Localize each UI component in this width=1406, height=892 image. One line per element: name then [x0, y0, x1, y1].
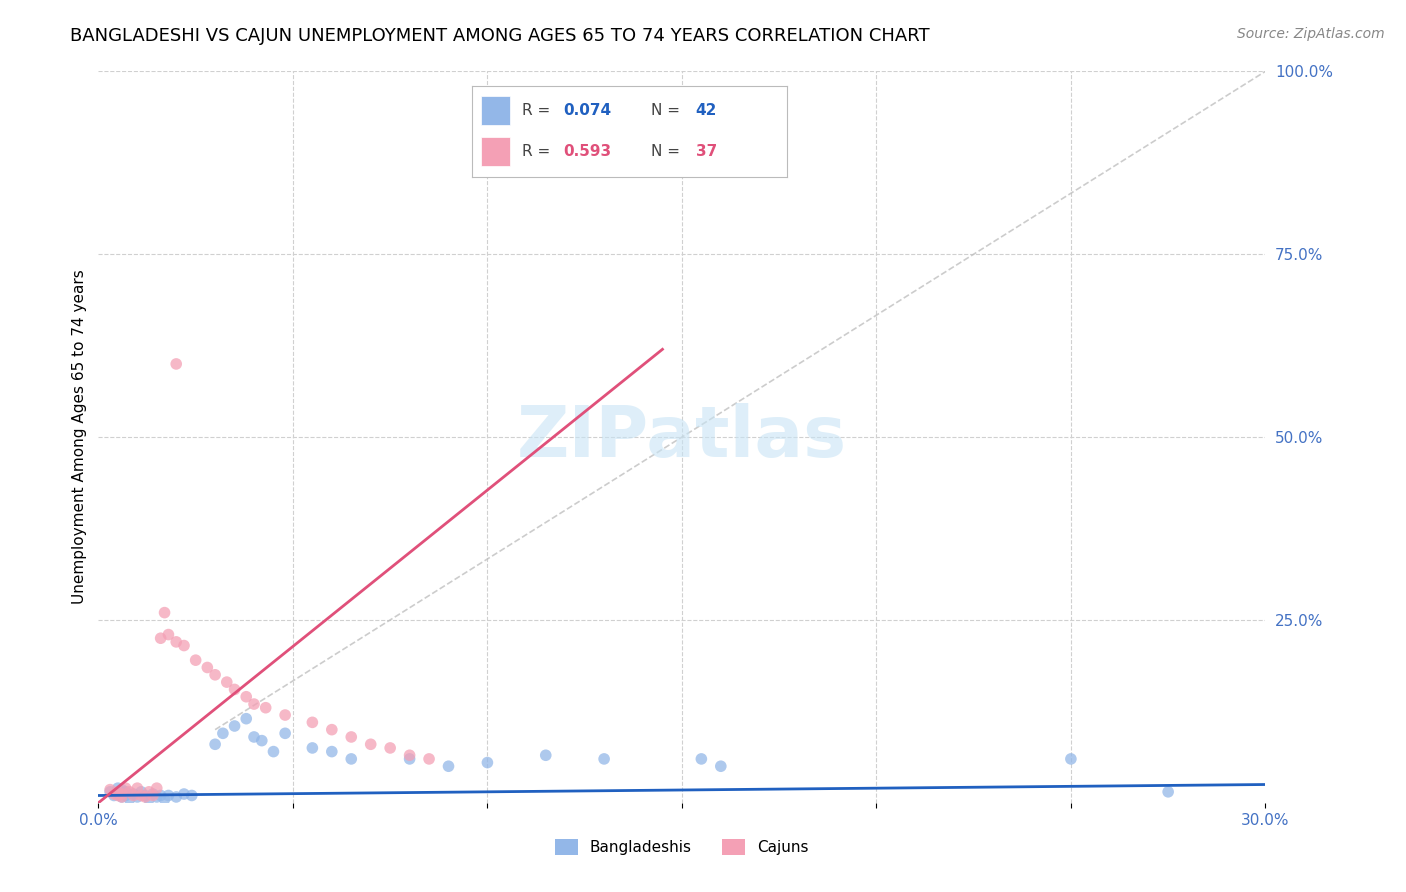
Point: [360, 737, 382, 751]
Point: [134, 789, 156, 803]
Point: [122, 789, 145, 803]
Point: [321, 723, 343, 737]
Point: [398, 752, 420, 766]
Point: [122, 787, 145, 801]
Point: [114, 789, 136, 803]
Point: [301, 740, 323, 755]
Point: [204, 667, 226, 681]
Point: [321, 745, 343, 759]
Point: [103, 787, 125, 801]
Point: [437, 759, 460, 773]
Point: [235, 712, 257, 726]
Point: [398, 748, 420, 763]
Point: [1060, 752, 1083, 766]
Point: [157, 789, 180, 803]
Point: [710, 759, 733, 773]
Text: Source: ZipAtlas.com: Source: ZipAtlas.com: [1237, 27, 1385, 41]
Point: [173, 787, 195, 801]
Point: [103, 789, 125, 803]
Point: [224, 682, 246, 697]
Point: [378, 740, 402, 755]
Point: [142, 787, 165, 801]
Point: [340, 752, 363, 766]
Point: [111, 787, 134, 801]
Point: [114, 785, 136, 799]
Point: [118, 792, 141, 806]
Point: [98, 782, 121, 797]
Point: [165, 789, 187, 804]
Point: [153, 792, 176, 806]
Point: [593, 752, 616, 766]
Point: [98, 785, 121, 799]
Point: [165, 357, 187, 371]
Point: [690, 752, 713, 766]
Point: [477, 756, 499, 770]
Point: [107, 785, 129, 799]
Point: [142, 789, 165, 803]
Point: [138, 792, 160, 806]
Point: [235, 690, 257, 704]
Point: [250, 733, 273, 747]
Point: [212, 726, 235, 740]
Point: [165, 635, 187, 649]
Point: [129, 785, 152, 799]
Point: [243, 730, 266, 744]
Point: [149, 632, 172, 646]
Point: [146, 781, 169, 796]
Point: [204, 737, 226, 751]
Point: [149, 789, 172, 803]
Point: [111, 789, 134, 804]
Point: [153, 606, 176, 620]
Point: [301, 715, 323, 730]
Point: [254, 700, 277, 714]
Point: [118, 785, 141, 799]
Point: [215, 675, 238, 690]
Point: [146, 789, 169, 804]
Point: [340, 730, 363, 744]
Point: [180, 789, 202, 803]
Point: [534, 748, 557, 763]
Point: [224, 719, 246, 733]
Point: [173, 639, 195, 653]
Point: [114, 781, 136, 796]
Point: [134, 789, 156, 804]
Point: [243, 697, 266, 711]
Point: [418, 752, 440, 766]
Text: BANGLADESHI VS CAJUN UNEMPLOYMENT AMONG AGES 65 TO 74 YEARS CORRELATION CHART: BANGLADESHI VS CAJUN UNEMPLOYMENT AMONG …: [70, 27, 929, 45]
Point: [111, 782, 134, 797]
Point: [157, 627, 180, 641]
Y-axis label: Unemployment Among Ages 65 to 74 years: Unemployment Among Ages 65 to 74 years: [72, 269, 87, 605]
Point: [184, 653, 207, 667]
Point: [274, 726, 297, 740]
Point: [195, 660, 218, 674]
Point: [262, 745, 284, 759]
Point: [274, 708, 297, 723]
Point: [129, 789, 152, 803]
Text: ZIPatlas: ZIPatlas: [517, 402, 846, 472]
Point: [1157, 785, 1180, 799]
Point: [138, 785, 160, 799]
Point: [127, 781, 149, 796]
Point: [107, 787, 129, 801]
Point: [127, 789, 149, 804]
Point: [107, 781, 129, 796]
Legend: Bangladeshis, Cajuns: Bangladeshis, Cajuns: [548, 833, 815, 861]
Point: [107, 789, 129, 803]
Point: [111, 789, 134, 804]
